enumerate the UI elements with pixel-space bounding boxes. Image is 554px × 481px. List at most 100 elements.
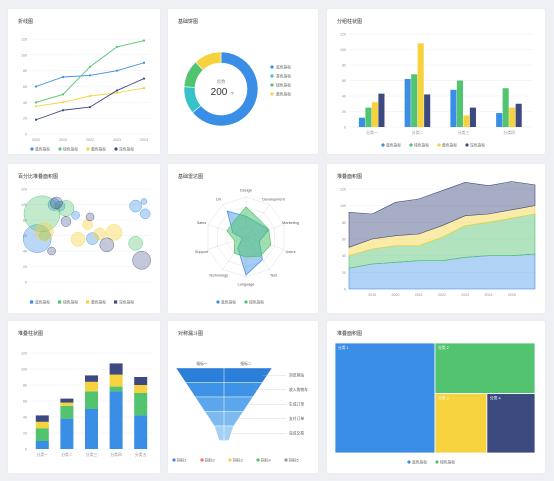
legend-marker [228, 458, 232, 462]
bar-segment [134, 415, 148, 449]
y-tick-label: 20 [23, 265, 27, 269]
bar-segment [60, 398, 74, 403]
legend-marker [86, 300, 90, 304]
y-tick-label: 40 [23, 101, 27, 105]
legend-label: 绿色指标 [63, 147, 78, 152]
card-pie-chart: 基础饼图 总数 200 个 蓝色指标 青色指标 绿色指标 黄色指标 [168, 9, 318, 154]
y-tick-label: 80 [23, 69, 27, 73]
y-tick-label: 120 [21, 352, 27, 356]
y-tick-label: 80 [342, 64, 346, 68]
data-point [34, 85, 38, 88]
y-tick-label: 60 [23, 234, 27, 238]
data-point [142, 77, 146, 80]
x-tick-label: 分类二 [61, 452, 73, 457]
x-tick-label: 分类二 [412, 130, 424, 135]
bar-segment [60, 402, 74, 406]
x-tick-label: 2024 [485, 293, 493, 297]
radar-axis-label: Test [270, 273, 278, 277]
bar-segment [35, 415, 49, 422]
y-tick-label: 120 [340, 33, 346, 37]
radar-axis-label: Language [238, 282, 255, 286]
data-point [61, 93, 65, 96]
bar-segment [109, 374, 123, 387]
treemap-cell [486, 393, 536, 454]
x-tick-label: 2024 [140, 138, 148, 142]
y-tick-label: 0 [344, 288, 346, 292]
bar [358, 117, 365, 127]
bar [378, 93, 385, 127]
x-tick-label: 2019 [59, 138, 67, 142]
chart-title: 折线图 [18, 19, 34, 25]
bubble [140, 198, 148, 205]
funnel-top-label: 指标二 [240, 361, 252, 366]
chart-title: 堆叠面积图 [337, 174, 363, 180]
treemap-cell-label: 分类 2 [438, 345, 449, 350]
legend-marker [435, 460, 439, 464]
legend-marker [114, 300, 118, 304]
bar [456, 80, 463, 127]
legend-marker [30, 300, 34, 304]
bubble [128, 236, 143, 251]
pie-center-label: 总数 [217, 78, 226, 85]
bar-segment [35, 441, 49, 449]
y-tick-label: 20 [23, 432, 27, 436]
bubble [86, 232, 99, 245]
x-tick-label: 2020 [392, 293, 400, 297]
bar [424, 94, 431, 127]
legend-label: 指标1 [177, 458, 187, 463]
funnel-stage-label: 支付订单 [289, 416, 304, 421]
legend-marker [270, 83, 274, 87]
legend-marker [437, 143, 441, 147]
legend-marker [381, 143, 385, 147]
x-tick-label: 分类三 [86, 452, 98, 457]
y-tick-label: 40 [23, 416, 27, 420]
chart-title: 基础饼图 [178, 19, 199, 25]
legend-label: 绿色指标 [414, 143, 429, 148]
bubble [60, 216, 72, 227]
data-point [115, 91, 119, 94]
area-series [348, 181, 536, 248]
radar-series [226, 206, 272, 258]
legend-label: 青色指标 [276, 74, 291, 79]
chart-title: 百分比堆叠面积图 [18, 174, 59, 180]
card-funnel-chart: 对称漏斗图 浏览网站 放入购物车 生成订单 支付订单 完成交易 指标一 指标二 指标1 指标2 指… [168, 321, 318, 473]
bubble [132, 251, 151, 270]
legend-label: 深色指标 [470, 143, 485, 148]
bar [515, 103, 522, 127]
funnel-stage-label: 浏览网站 [289, 373, 304, 378]
bar [371, 102, 378, 127]
legend-marker [216, 300, 220, 304]
legend-label: 深色指标 [119, 147, 134, 152]
radar-axis-label: Marketing [282, 221, 299, 225]
x-tick-label: 2020 [32, 138, 40, 142]
bar [469, 107, 476, 127]
legend-marker [86, 147, 90, 151]
bubble-chart: 0 20 40 60 80 100 120 蓝色指标 绿色指标 黄色指标 深色指标 [21, 188, 151, 305]
radar-axis-label: Sales [197, 221, 207, 225]
y-tick-label: 0 [25, 448, 27, 452]
legend-marker [114, 147, 118, 151]
legend-marker [256, 458, 260, 462]
legend-label: 绿色指标 [440, 460, 455, 465]
legend-marker [58, 147, 62, 151]
legend-marker [30, 147, 34, 151]
bubble [129, 199, 142, 213]
card-radar-chart: 基础雷达图 Design Development Marketing Users Tes… [168, 164, 318, 313]
bar-segment [85, 381, 98, 392]
bar-segment [85, 409, 98, 449]
bar-segment [85, 391, 98, 409]
bar-segment [109, 391, 123, 449]
bubble [47, 246, 56, 256]
legend-marker [465, 143, 469, 147]
legend-marker [270, 65, 274, 69]
x-tick-label: 2022 [86, 138, 94, 142]
x-tick-label: 2025 [508, 293, 516, 297]
bubble [93, 227, 106, 241]
series-line [35, 78, 145, 121]
data-point [34, 105, 38, 108]
legend-marker [270, 92, 274, 96]
bar-segment [109, 363, 123, 375]
pie-slice [192, 51, 259, 127]
